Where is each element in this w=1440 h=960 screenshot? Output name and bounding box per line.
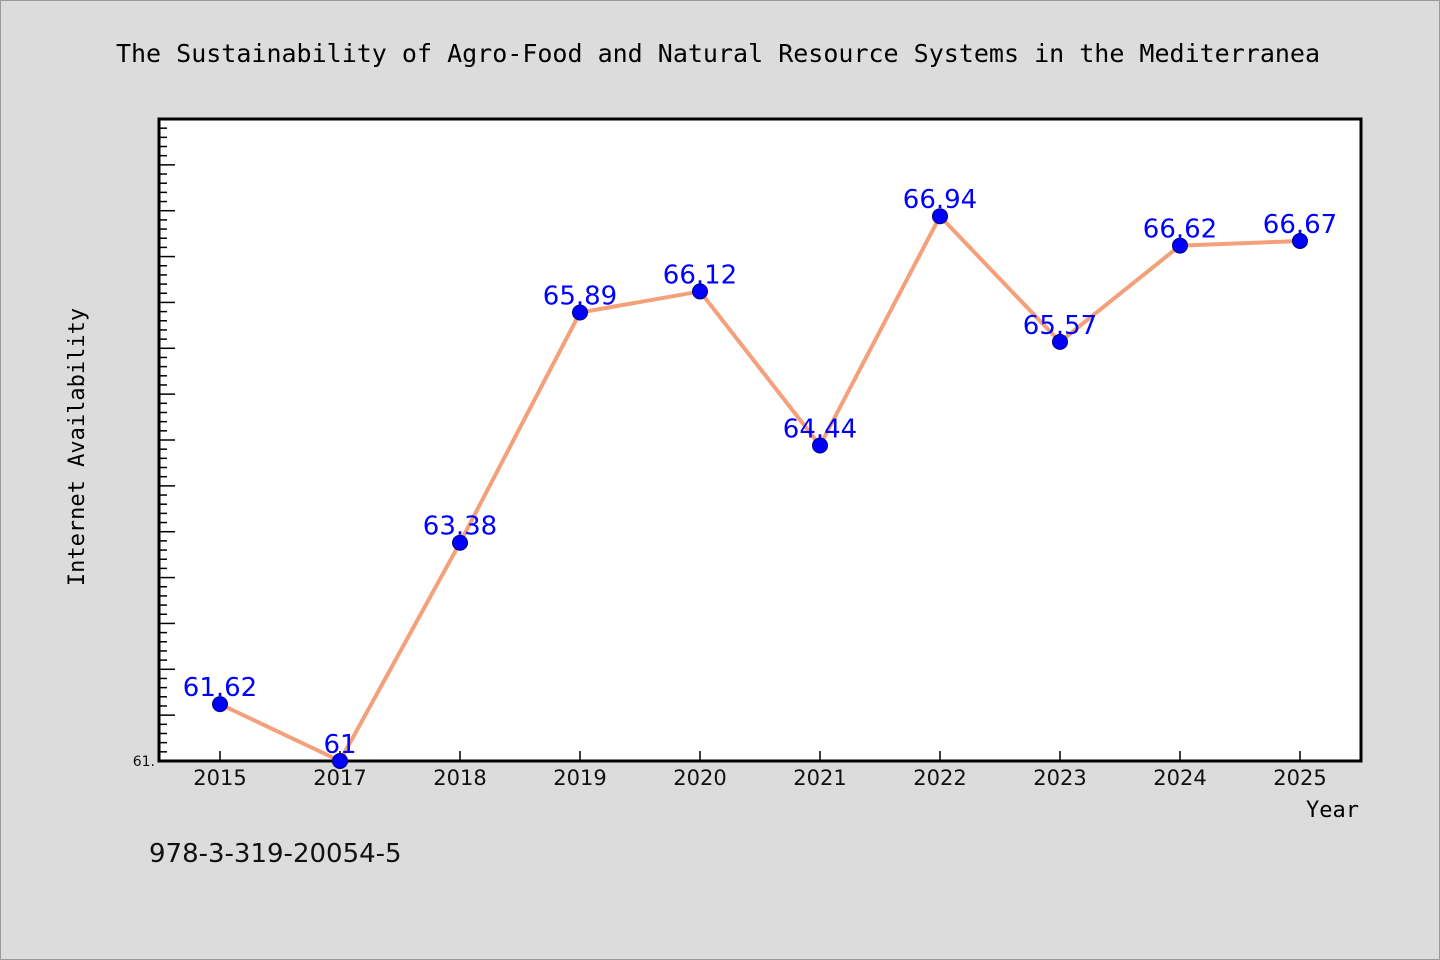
- x-tick-label: 2019: [553, 766, 606, 790]
- data-point: [812, 437, 828, 454]
- data-point: [452, 534, 468, 551]
- data-point: [1052, 333, 1068, 350]
- x-tick-label: 2021: [793, 766, 846, 790]
- y-tick-label: 61.: [133, 754, 155, 770]
- data-label: 66.94: [903, 185, 977, 215]
- data-label: 61: [323, 730, 356, 760]
- x-axis-tick-labels: 2015 2017 2018 2019 2020 2021 2022 2023 2024 2025: [193, 766, 1326, 790]
- data-point: [932, 208, 948, 225]
- data-point: [1292, 232, 1308, 249]
- y-axis-tick-labels: 61.: [133, 754, 155, 770]
- data-point: [212, 696, 228, 713]
- footnote-isbn: 978-3-319-20054-5: [149, 839, 402, 869]
- x-tick-label: 2025: [1273, 766, 1326, 790]
- data-label: 63.38: [423, 512, 497, 542]
- x-tick-label: 2015: [193, 766, 246, 790]
- data-label: 66.67: [1263, 210, 1337, 240]
- data-label: 66.12: [663, 260, 737, 290]
- data-label: 65.89: [543, 282, 617, 312]
- y-axis-label: Internet Availability: [65, 308, 90, 586]
- x-tick-label: 2017: [313, 766, 366, 790]
- data-point: [332, 753, 348, 769]
- data-point: [572, 304, 588, 321]
- data-point: [692, 283, 708, 300]
- data-label: 64.44: [783, 415, 857, 445]
- x-tick-label: 2020: [673, 766, 726, 790]
- x-tick-label: 2023: [1033, 766, 1086, 790]
- data-label: 66.62: [1143, 215, 1217, 245]
- chart-title: The Sustainability of Agro-Food and Natu…: [116, 39, 1320, 68]
- x-tick-label: 2018: [433, 766, 486, 790]
- data-labels: 61.62 61 63.38 65.89 66.12 64.44 66.94 65.57 66.…: [183, 185, 1337, 760]
- x-tick-label: 2024: [1153, 766, 1206, 790]
- y-axis-ticks: [159, 118, 175, 762]
- data-markers: [212, 208, 1308, 769]
- data-point: [1172, 237, 1188, 254]
- plot-area: [157, 117, 1363, 763]
- data-label: 61.62: [183, 673, 257, 703]
- x-tick-label: 2022: [913, 766, 966, 790]
- series-line: [219, 214, 1301, 763]
- x-axis-label: Year: [1306, 798, 1359, 823]
- data-label: 65.57: [1023, 311, 1097, 341]
